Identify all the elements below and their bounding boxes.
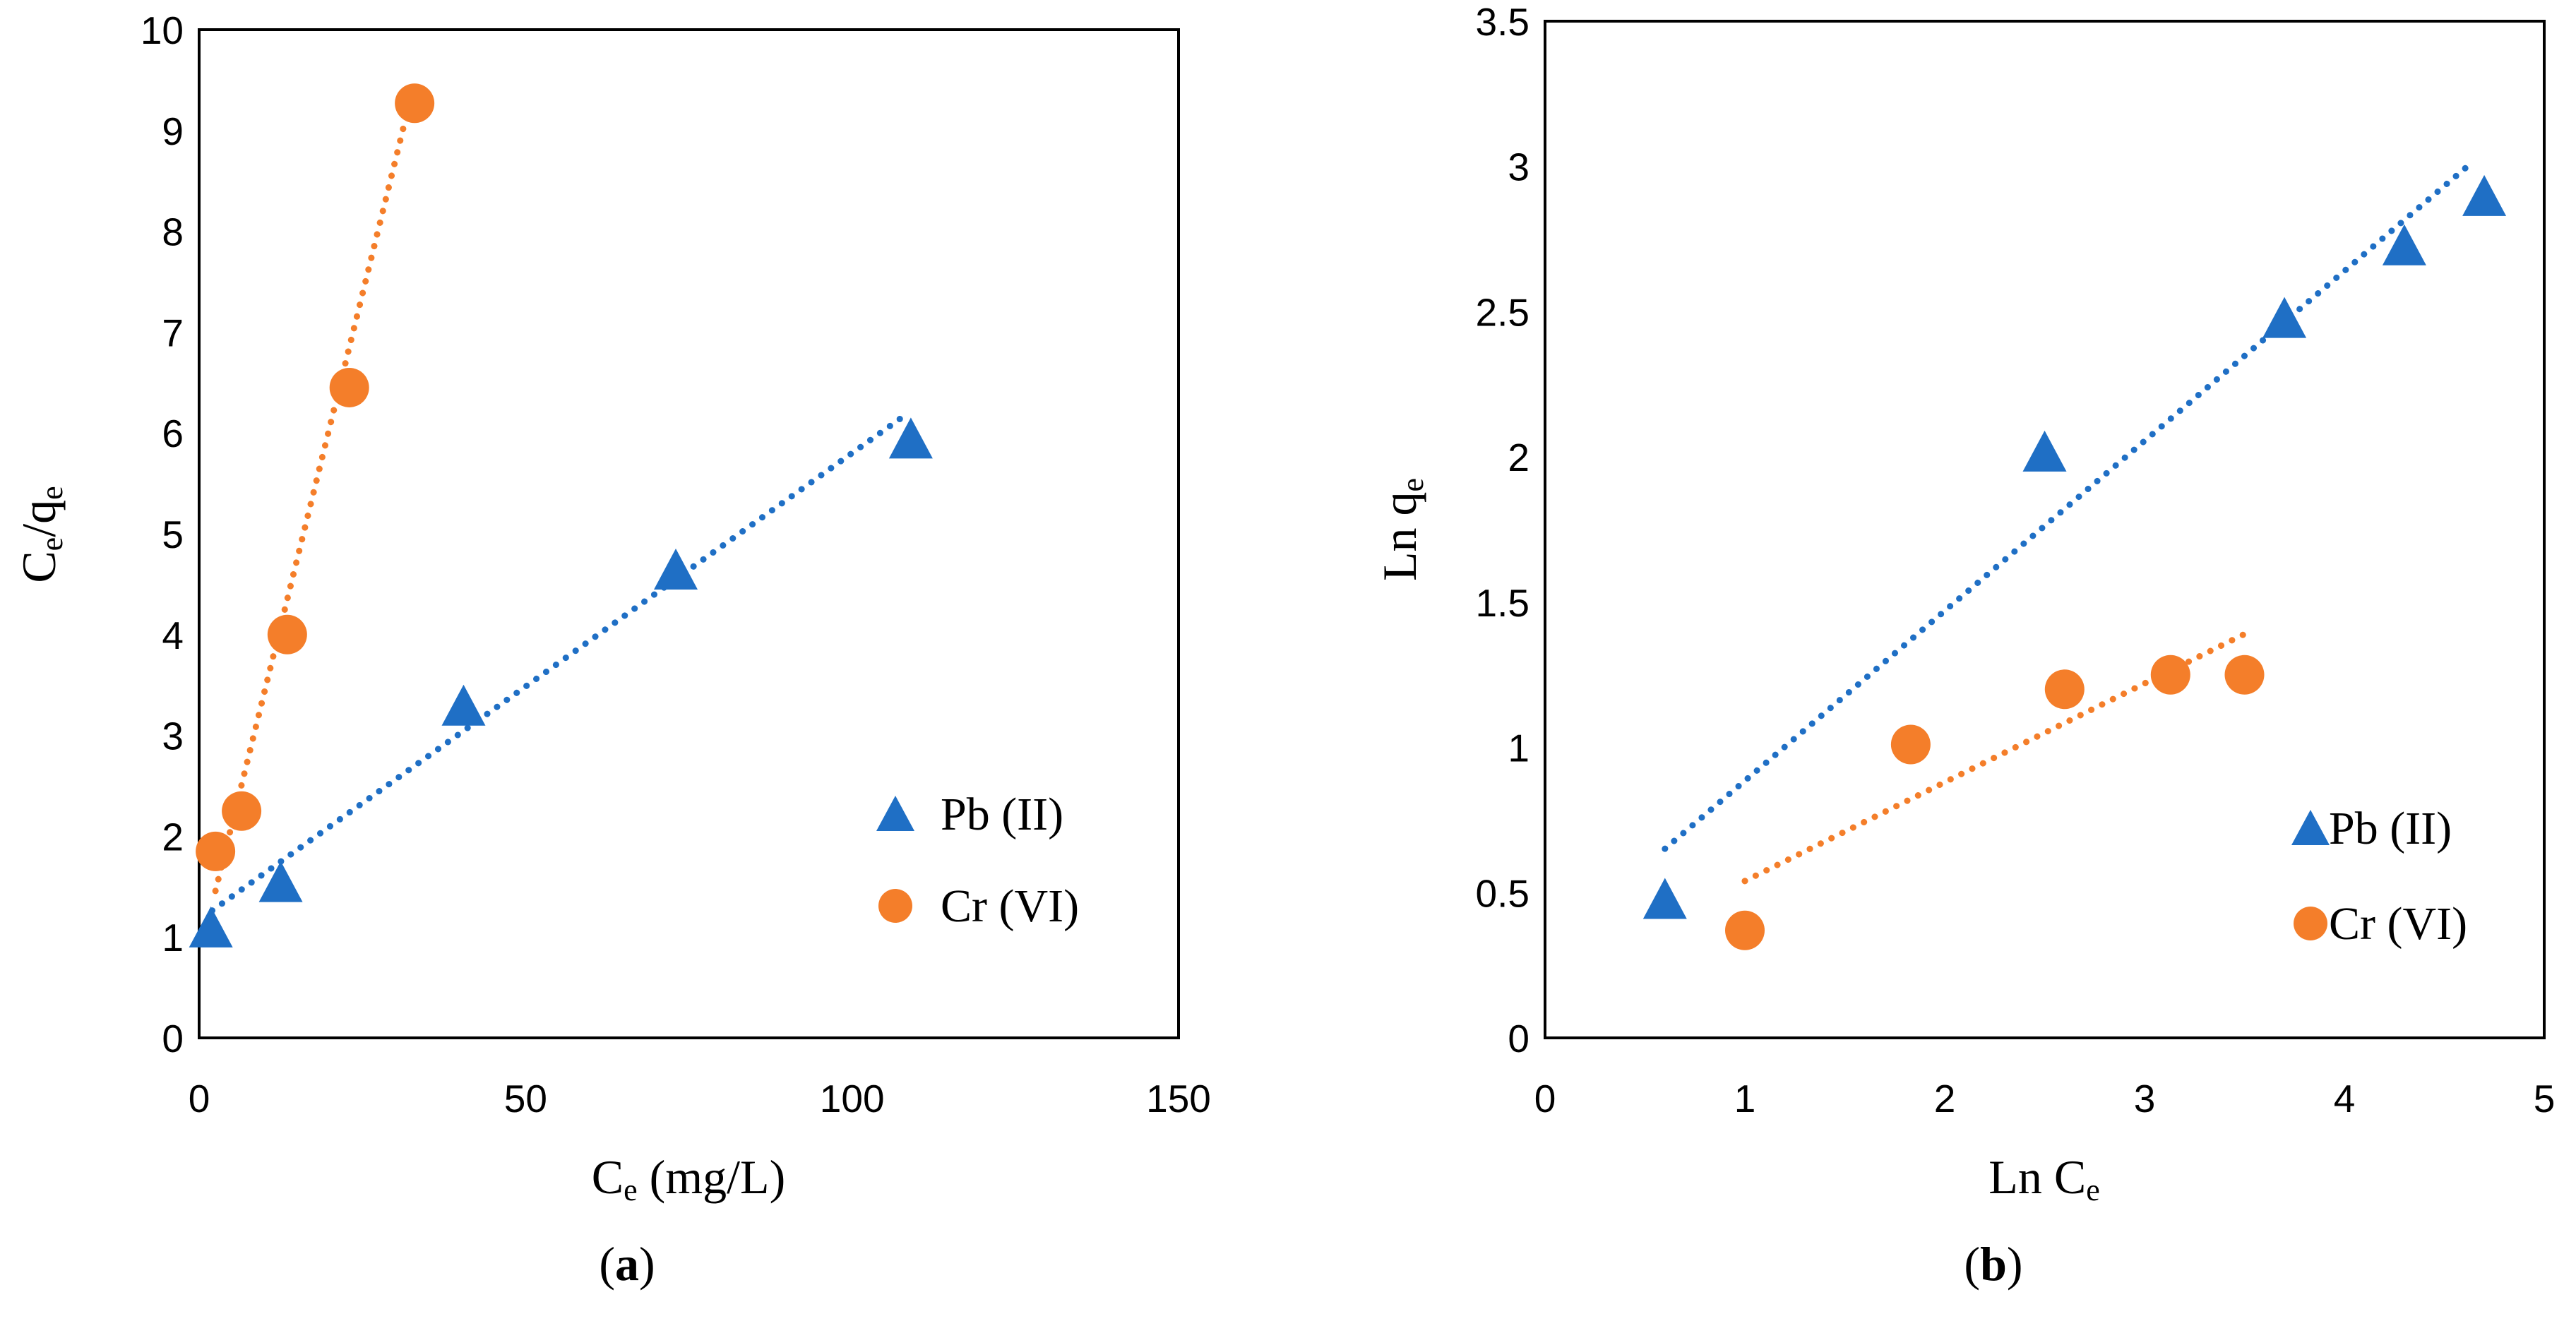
y-tick-label: 2 <box>162 815 184 859</box>
data-point-pb <box>2022 430 2067 472</box>
x-tick-label: 50 <box>504 1077 547 1120</box>
legend: Pb (II) Cr (VI) <box>876 789 1079 932</box>
legend-marker-triangle <box>2291 810 2330 845</box>
data-point-pb <box>654 548 698 590</box>
data-point-pb <box>2262 297 2307 338</box>
y-tick-label: 10 <box>141 8 184 52</box>
legend-marker-circle <box>878 889 912 923</box>
y-tick-label: 0.5 <box>1476 871 1530 915</box>
data-point-pb <box>189 906 233 948</box>
data-point-pb <box>258 861 303 902</box>
plot-area-frame <box>1544 20 2546 1039</box>
y-tick-label: 8 <box>162 210 184 254</box>
y-axis-title-text: /q <box>12 500 66 537</box>
data-point-cr <box>329 367 369 407</box>
caption-letter: b <box>1980 1237 2007 1291</box>
legend: Pb (II) Cr (VI) <box>2291 803 2467 950</box>
legend-label: Pb (II) <box>2329 803 2452 854</box>
x-axis-title-unit: (mg/L) <box>638 1150 786 1204</box>
y-tick-label: 2 <box>1508 436 1530 479</box>
x-tick-label: 3 <box>2134 1077 2156 1120</box>
x-tick-label: 150 <box>1146 1077 1211 1120</box>
data-point-pb <box>2462 174 2507 216</box>
y-axis-title-subscript: e <box>35 486 69 500</box>
data-point-pb <box>888 417 933 459</box>
data-point-pb <box>1642 878 1687 919</box>
plot-area-frame <box>198 28 1180 1039</box>
y-tick-label: 1 <box>162 916 184 960</box>
y-tick-label: 9 <box>162 109 184 153</box>
data-point-cr <box>267 614 307 654</box>
x-tick-label: 5 <box>2534 1077 2556 1120</box>
caption-close-paren: ) <box>639 1237 655 1291</box>
y-axis-title-subscript: e <box>35 537 69 551</box>
data-point-cr <box>2224 654 2265 695</box>
x-axis-title-base: Ln C <box>1988 1150 2086 1204</box>
trendline-cr <box>212 92 415 895</box>
y-axis-title-text: C <box>12 551 66 582</box>
panel-caption: (b) <box>1964 1237 2022 1291</box>
y-tick-label: 1.5 <box>1476 581 1530 625</box>
y-axis-title: Ln qe <box>1373 478 1430 581</box>
x-axis-title-subscript: e <box>624 1173 638 1207</box>
data-point-cr <box>2044 669 2085 710</box>
caption-open-paren: ( <box>599 1237 615 1291</box>
data-point-cr <box>395 83 435 124</box>
data-point-pb <box>2382 224 2426 265</box>
x-axis-title: Ce (mg/L) <box>592 1150 786 1207</box>
caption-close-paren: ) <box>2007 1237 2023 1291</box>
legend-marker-circle <box>2294 907 2327 940</box>
caption-open-paren: ( <box>1964 1237 1980 1291</box>
x-tick-label: 0 <box>189 1077 210 1120</box>
x-tick-label: 1 <box>1734 1077 1756 1120</box>
x-tick-label: 0 <box>1534 1077 1556 1120</box>
trendline-cr <box>1741 630 2248 885</box>
x-tick-label: 100 <box>820 1077 885 1120</box>
y-tick-label: 0 <box>162 1017 184 1060</box>
y-tick-label: 3 <box>1508 145 1530 189</box>
y-tick-label: 6 <box>162 412 184 455</box>
legend-label: Pb (II) <box>941 789 1063 840</box>
trendline-pb <box>208 412 908 914</box>
x-axis-title: Ln Ce <box>1988 1150 2099 1207</box>
y-tick-label: 2.5 <box>1476 290 1530 334</box>
y-axis-title-text: Ln q <box>1373 491 1426 581</box>
y-tick-label: 4 <box>162 614 184 657</box>
data-point-cr <box>222 791 262 831</box>
trendline-pb <box>1662 157 2478 852</box>
legend-label: Cr (VI) <box>941 880 1079 932</box>
x-axis-title-base: C <box>592 1150 624 1204</box>
legend-marker-triangle <box>876 796 914 831</box>
x-tick-label: 2 <box>1934 1077 1956 1120</box>
y-axis-title: Ce/qe <box>12 486 69 582</box>
data-point-pb <box>441 684 486 726</box>
y-tick-label: 1 <box>1508 727 1530 770</box>
y-tick-label: 0 <box>1508 1017 1530 1060</box>
data-point-cr <box>1725 910 1765 950</box>
y-tick-label: 5 <box>162 513 184 556</box>
y-tick-label: 7 <box>162 311 184 354</box>
panel-caption: (a) <box>599 1237 655 1291</box>
y-tick-label: 3 <box>162 715 184 758</box>
legend-label: Cr (VI) <box>2329 898 2467 950</box>
x-tick-label: 4 <box>2334 1077 2356 1120</box>
x-axis-title-subscript: e <box>2086 1173 2100 1207</box>
y-tick-label: 3.5 <box>1476 0 1530 44</box>
y-axis-title-subscript: e <box>1395 478 1430 492</box>
data-point-cr <box>1890 724 1931 765</box>
data-point-cr <box>196 831 236 871</box>
data-point-cr <box>2150 654 2190 695</box>
caption-letter: a <box>615 1237 639 1291</box>
